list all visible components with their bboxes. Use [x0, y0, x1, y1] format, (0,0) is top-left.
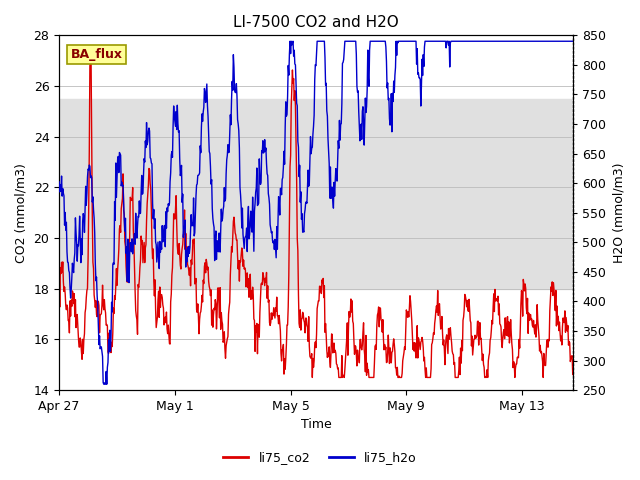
- Bar: [59, 99, 573, 289]
- Text: BA_flux: BA_flux: [70, 48, 122, 61]
- Y-axis label: CO2 (mmol/m3): CO2 (mmol/m3): [15, 163, 28, 263]
- Legend: li75_co2, li75_h2o: li75_co2, li75_h2o: [218, 446, 422, 469]
- Y-axis label: H2O (mmol/m3): H2O (mmol/m3): [612, 162, 625, 263]
- X-axis label: Time: Time: [301, 419, 332, 432]
- Title: LI-7500 CO2 and H2O: LI-7500 CO2 and H2O: [233, 15, 399, 30]
